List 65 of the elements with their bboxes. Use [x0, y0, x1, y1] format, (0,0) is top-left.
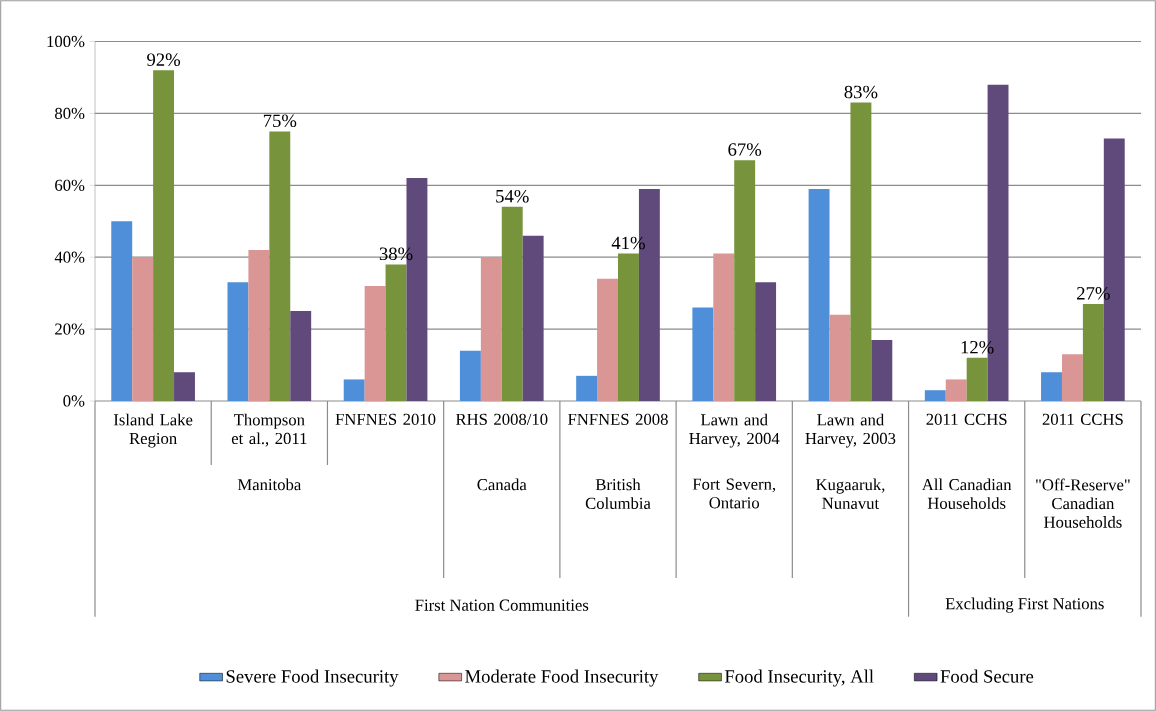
x-tick-label: 2011 CCHS — [1042, 413, 1123, 425]
data-label: 67% — [728, 143, 762, 156]
x-tick-label: Thompson et al., 2011 — [231, 413, 307, 447]
y-tick-label: 40% — [54, 251, 85, 263]
x-tick-label: Island Lake Region — [113, 413, 193, 448]
bar — [871, 339, 893, 401]
legend-label: Food Insecurity, All — [724, 669, 874, 687]
bar — [364, 285, 386, 401]
y-tick-label: 0% — [63, 395, 85, 407]
legend-label: Severe Food Insecurity — [226, 669, 399, 687]
text: Fort Severn, Ontario — [692, 478, 776, 509]
text: British Columbia — [585, 478, 651, 509]
x-tick-label: 2011 CCHS — [926, 413, 1007, 425]
bar — [343, 379, 365, 401]
text: Canada — [477, 478, 527, 491]
data-label: 75% — [263, 114, 297, 128]
y-tick-label: 60% — [55, 179, 85, 191]
bar — [501, 206, 523, 401]
text: Kugaaruk, Nunavut — [815, 478, 885, 509]
bar — [597, 278, 618, 401]
bar — [290, 311, 312, 401]
x-tick-label: FNFNES 2008 — [568, 413, 668, 425]
bar — [174, 372, 195, 401]
text: "Off-Reserve" Canadian Households — [1036, 478, 1130, 528]
y-tick-label: 100% — [47, 35, 85, 48]
text: First Nation Communities — [415, 599, 589, 611]
bar — [808, 188, 830, 401]
bar — [1061, 354, 1083, 401]
text: All Canadian Households — [921, 478, 1012, 509]
bar — [966, 357, 988, 401]
bar — [576, 375, 598, 401]
x-tick-label: FNFNES 2010 — [335, 413, 436, 425]
y-tick-label: 80% — [55, 107, 85, 120]
x-tick-label: Lawn and Harvey, 2003 — [805, 413, 896, 448]
bar — [459, 350, 481, 401]
x-tick-label: RHS 2008/10 — [455, 413, 548, 425]
bar — [618, 253, 639, 401]
text: Manitoba — [237, 478, 302, 491]
bar — [1041, 372, 1062, 401]
text: Excluding First Nations — [945, 597, 1104, 613]
legend-label: Moderate Food Insecurity — [465, 669, 659, 687]
bar — [522, 235, 544, 401]
y-tick-label: 20% — [55, 323, 85, 335]
bar — [734, 160, 756, 401]
bar — [755, 282, 777, 401]
legend-label: Food Secure — [940, 669, 1034, 683]
bar — [480, 257, 502, 401]
data-label: 54% — [496, 189, 529, 203]
bar — [132, 257, 154, 401]
bar — [692, 307, 714, 401]
bar — [227, 282, 249, 401]
data-label: 83% — [844, 85, 878, 99]
bar — [829, 314, 851, 401]
bar — [111, 221, 133, 401]
x-tick-label: Lawn and Harvey, 2004 — [689, 413, 780, 448]
bar — [1082, 303, 1104, 401]
bar — [850, 102, 872, 401]
bar — [248, 250, 270, 401]
data-label: 92% — [147, 53, 181, 66]
bar — [269, 131, 291, 401]
bar — [924, 390, 946, 401]
bar — [713, 253, 735, 401]
bar — [385, 264, 407, 401]
bar — [945, 379, 967, 401]
bar — [153, 70, 175, 401]
